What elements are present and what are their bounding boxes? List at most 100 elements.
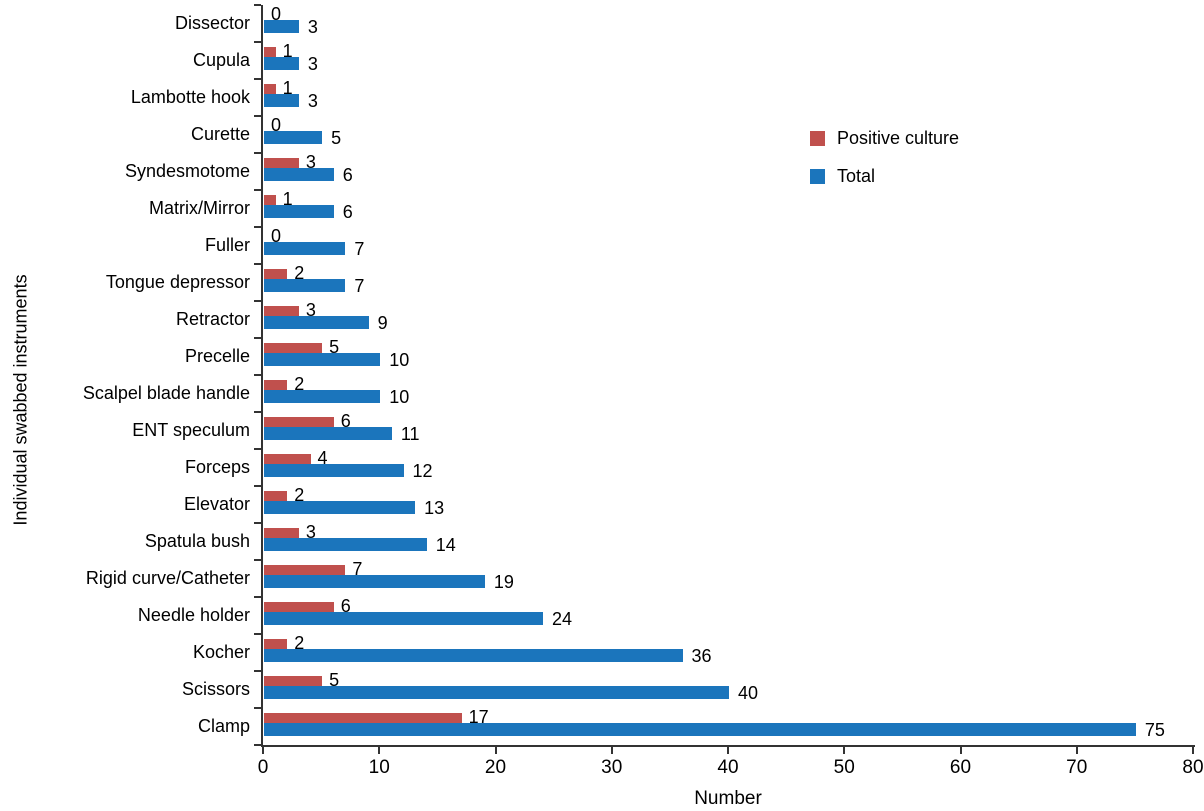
value-label-total: 5 [331, 128, 342, 148]
bar-total [264, 538, 427, 551]
bar-total [264, 279, 346, 292]
bar-total [264, 353, 381, 366]
value-label-total: 10 [389, 387, 410, 407]
bar-total [264, 316, 369, 329]
y-axis-tick [254, 411, 261, 413]
axis-line-x [261, 745, 1195, 747]
bar-total [264, 20, 299, 33]
y-axis-tick [254, 485, 261, 487]
x-tick-label: 50 [833, 757, 855, 778]
bar-positive-culture [264, 269, 288, 279]
category-label: Fuller [204, 235, 250, 255]
legend-swatch-total-icon [810, 168, 825, 184]
category-label: Matrix/Mirror [149, 198, 250, 218]
x-tick-label: 60 [949, 757, 972, 778]
y-axis-tick [254, 448, 261, 450]
bar-positive-culture [264, 306, 299, 316]
y-axis-tick [254, 633, 261, 635]
value-label-positive-culture: 7 [352, 559, 363, 579]
x-axis-tick [262, 747, 264, 754]
category-label: Elevator [183, 494, 250, 514]
value-label-total: 14 [435, 535, 456, 555]
bar-total [264, 575, 485, 588]
bar-positive-culture [264, 528, 299, 538]
legend-item-positive-culture: Positive culture [810, 128, 959, 148]
y-axis-title: Individual swabbed instruments [10, 274, 31, 526]
bar-total [264, 464, 404, 477]
value-label-positive-culture: 0 [271, 4, 282, 24]
y-axis-tick [254, 78, 261, 80]
value-label-total: 11 [400, 424, 420, 444]
value-label-positive-culture: 1 [282, 41, 293, 61]
category-label: Scalpel blade handle [82, 383, 250, 403]
y-axis-tick [254, 522, 261, 524]
bar-total [264, 612, 543, 625]
x-tick-label: 80 [1182, 757, 1204, 778]
bar-total [264, 168, 334, 181]
bar-total [264, 649, 683, 662]
bar-positive-culture [264, 639, 288, 649]
value-label-total: 3 [307, 17, 318, 37]
category-label: Dissector [174, 13, 250, 33]
y-axis-tick [254, 226, 261, 228]
x-tick-label: 40 [717, 757, 739, 778]
bar-positive-culture [264, 158, 299, 168]
value-label-positive-culture: 0 [271, 226, 282, 246]
x-axis-tick [959, 747, 962, 754]
value-label-total: 10 [389, 350, 410, 370]
bar-positive-culture [264, 343, 323, 353]
value-label-total: 3 [307, 91, 318, 111]
value-label-positive-culture: 3 [305, 522, 316, 542]
y-axis-tick [254, 337, 261, 339]
y-axis-tick [254, 41, 261, 43]
legend-label-total: Total [837, 165, 876, 186]
bar-total [264, 131, 323, 144]
value-label-positive-culture: 3 [305, 300, 316, 320]
bar-total [264, 57, 299, 70]
x-axis-tick [843, 747, 846, 754]
value-label-total: 75 [1144, 720, 1165, 740]
bar-positive-culture [264, 47, 276, 57]
bar-total [264, 723, 1136, 736]
value-label-positive-culture: 6 [340, 411, 351, 431]
bar-positive-culture [264, 713, 462, 723]
category-label: Lambotte hook [130, 87, 250, 107]
value-label-positive-culture: 5 [329, 670, 340, 690]
category-label: Syndesmotome [124, 161, 250, 181]
y-axis-tick [254, 670, 261, 672]
value-label-total: 40 [738, 683, 759, 703]
y-axis-tick [254, 152, 261, 154]
x-tick-label: 10 [368, 757, 390, 778]
category-label: Kocher [192, 642, 250, 662]
x-axis-title: Number [694, 788, 762, 809]
bar-total [264, 501, 416, 514]
category-label: Spatula bush [144, 531, 250, 551]
category-label: ENT speculum [132, 420, 250, 440]
value-label-total: 3 [307, 54, 318, 74]
value-label-positive-culture: 4 [317, 448, 328, 468]
x-tick-label: 0 [257, 757, 269, 778]
bar-positive-culture [264, 565, 346, 575]
value-label-positive-culture: 3 [305, 152, 316, 172]
value-label-total: 24 [552, 609, 573, 629]
value-label-positive-culture: 1 [282, 189, 293, 209]
category-label: Rigid curve/Catheter [85, 568, 250, 588]
legend-swatch-positive-culture-icon [810, 130, 825, 146]
x-axis-tick [610, 747, 613, 754]
x-tick-label: 20 [484, 757, 507, 778]
category-label: Scissors [181, 679, 250, 699]
value-label-positive-culture: 0 [271, 115, 282, 135]
x-axis-tick [727, 747, 729, 754]
value-label-positive-culture: 5 [329, 337, 340, 357]
x-tick-label: 70 [1066, 757, 1088, 778]
y-axis-tick [254, 374, 261, 376]
bar-total [264, 205, 334, 218]
value-label-total: 36 [691, 646, 712, 666]
category-label: Clamp [197, 716, 250, 736]
value-label-positive-culture: 2 [294, 633, 305, 653]
y-axis-tick [254, 300, 261, 302]
category-label: Needle holder [137, 605, 250, 625]
y-axis-tick [254, 263, 261, 265]
x-axis-tick [1192, 747, 1194, 754]
